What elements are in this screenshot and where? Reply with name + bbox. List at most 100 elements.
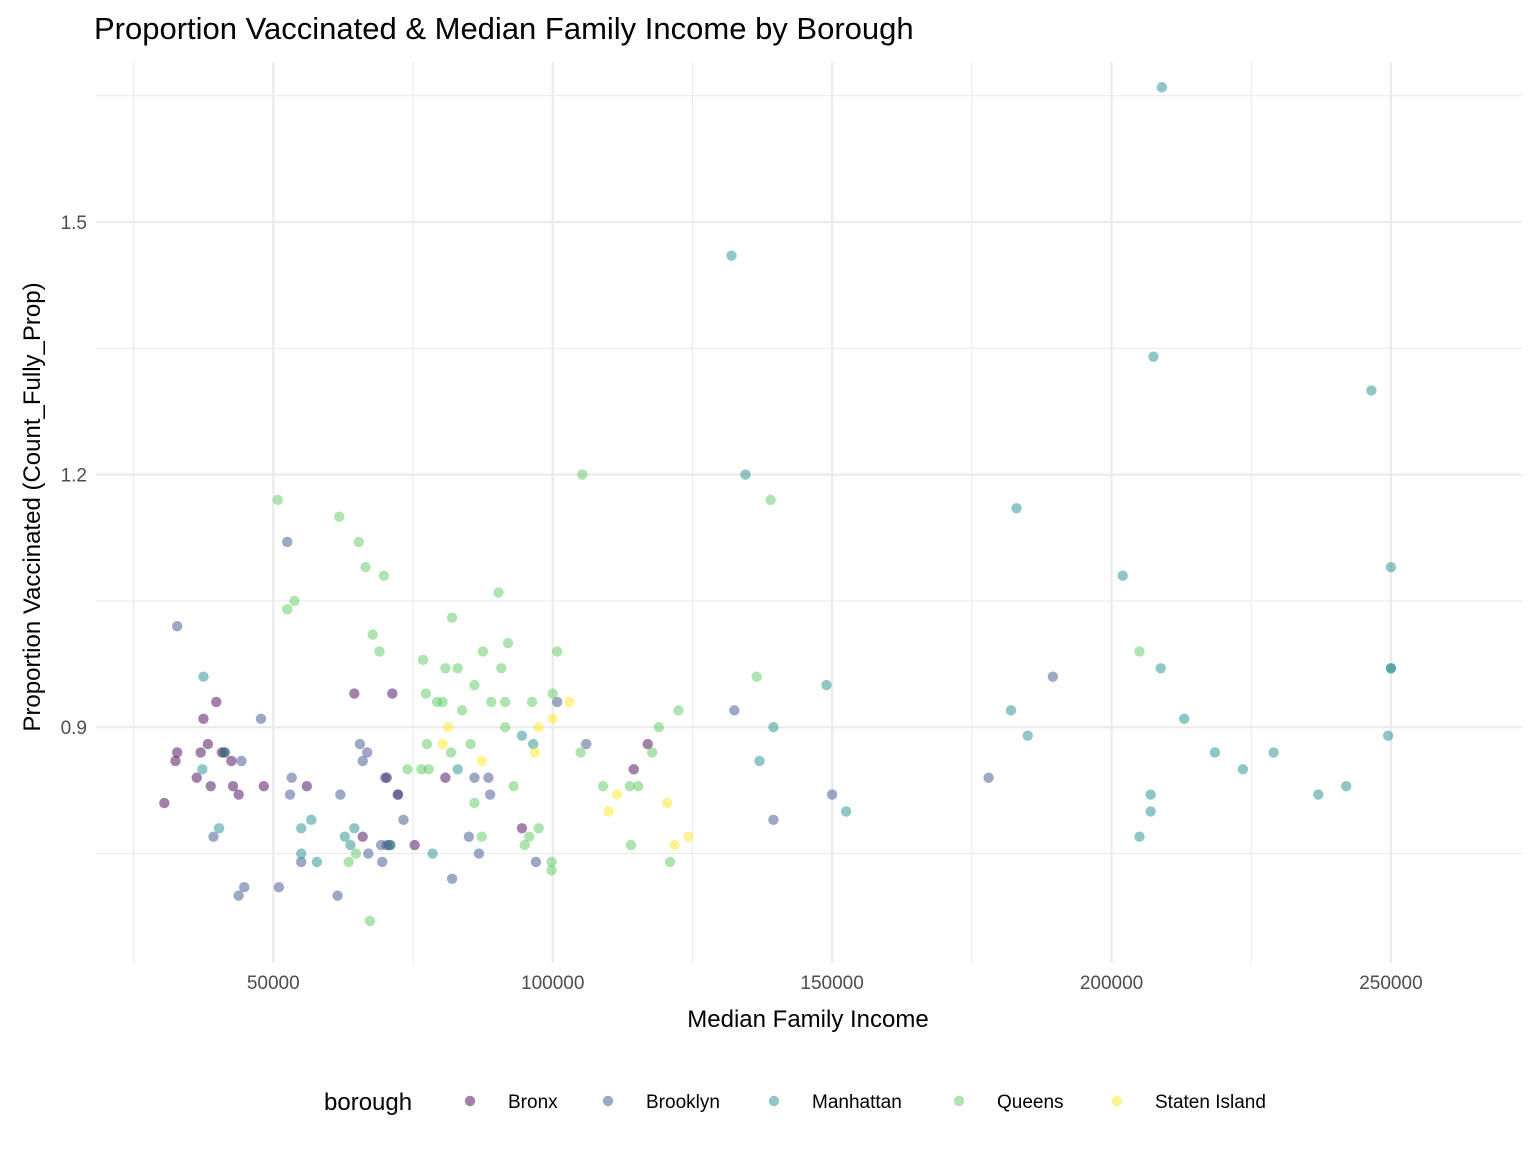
point-manhattan — [821, 679, 832, 691]
point-brooklyn — [354, 738, 366, 750]
y-axis-title: Proportion Vaccinated (Count_Fully_Prop) — [19, 282, 46, 731]
point-queens — [421, 738, 433, 750]
point-bronx — [202, 738, 214, 750]
point-brooklyn — [530, 856, 542, 868]
point-brooklyn — [171, 620, 183, 632]
legend-key-queens — [953, 1095, 965, 1107]
point-staten-island — [547, 713, 558, 725]
point-queens — [551, 646, 563, 657]
point-manhattan — [1022, 730, 1033, 741]
point-queens — [364, 915, 376, 927]
y-axis-tick-labels: 0.9 1.2 1.5 — [61, 213, 87, 739]
point-brooklyn — [768, 814, 779, 826]
point-queens — [493, 587, 504, 598]
point-brooklyn — [483, 772, 494, 783]
point-queens — [378, 570, 390, 581]
plot-grid — [96, 62, 1522, 963]
point-staten-island — [611, 789, 623, 800]
point-manhattan — [1134, 831, 1145, 842]
point-queens — [452, 663, 463, 674]
point-queens — [360, 562, 371, 573]
y-tick-label: 1.5 — [61, 213, 87, 234]
point-queens — [673, 705, 684, 716]
point-manhattan — [740, 469, 751, 480]
point-bronx — [195, 747, 206, 758]
point-queens — [546, 856, 557, 868]
legend-label-bronx: Bronx — [508, 1092, 558, 1113]
point-queens — [524, 831, 535, 842]
point-brooklyn — [551, 696, 563, 708]
point-queens — [496, 663, 507, 674]
point-queens — [272, 494, 283, 506]
point-queens — [765, 494, 776, 506]
point-brooklyn — [398, 814, 409, 826]
point-manhattan — [1341, 780, 1352, 792]
point-manhattan — [1313, 789, 1324, 800]
point-queens — [374, 646, 385, 657]
legend-key-staten-island — [1111, 1095, 1123, 1107]
point-manhattan — [1237, 764, 1249, 775]
point-queens — [1134, 646, 1145, 657]
point-queens — [624, 780, 636, 792]
point-queens — [646, 747, 658, 758]
point-queens — [420, 688, 432, 699]
point-brooklyn — [729, 705, 740, 716]
point-brooklyn — [255, 713, 267, 725]
point-brooklyn — [357, 755, 368, 767]
point-brooklyn — [332, 890, 343, 901]
point-manhattan — [213, 823, 225, 834]
point-bronx — [357, 831, 368, 842]
point-staten-island — [564, 696, 575, 708]
point-manhattan — [768, 722, 779, 733]
point-bronx — [409, 839, 420, 851]
chart-title: Proportion Vaccinated & Median Family In… — [94, 11, 914, 46]
point-manhattan — [339, 831, 351, 842]
point-bronx — [227, 780, 239, 792]
point-manhattan — [527, 738, 539, 750]
point-queens — [486, 696, 497, 708]
point-queens — [533, 823, 544, 834]
point-manhattan — [427, 848, 438, 859]
point-staten-island — [603, 806, 614, 817]
point-manhattan — [345, 839, 356, 851]
point-brooklyn — [236, 755, 247, 767]
point-queens — [547, 688, 558, 699]
point-queens — [500, 696, 511, 708]
point-brooklyn — [282, 536, 293, 548]
point-manhattan — [306, 814, 317, 826]
point-queens — [502, 637, 514, 649]
point-queens — [546, 865, 557, 876]
point-brooklyn — [239, 882, 250, 893]
point-queens — [437, 696, 448, 708]
point-staten-island — [669, 839, 680, 851]
point-manhattan — [1385, 562, 1397, 573]
x-tick-label: 200000 — [1080, 973, 1143, 994]
point-brooklyn — [392, 789, 404, 800]
point-queens — [664, 856, 676, 868]
point-queens — [597, 780, 609, 792]
point-manhattan — [1385, 663, 1397, 674]
point-brooklyn — [379, 772, 391, 783]
legend-label-brooklyn: Brooklyn — [646, 1092, 720, 1113]
point-queens — [423, 764, 434, 775]
point-bronx — [516, 823, 528, 834]
point-manhattan — [1366, 385, 1377, 396]
point-manhattan — [1117, 570, 1128, 581]
point-brooklyn — [296, 856, 307, 868]
point-bronx — [387, 688, 398, 699]
x-tick-label: 250000 — [1359, 973, 1422, 994]
legend-key-manhattan — [768, 1095, 780, 1107]
point-brooklyn — [363, 848, 374, 859]
point-queens — [416, 764, 427, 775]
point-brooklyn — [983, 772, 994, 783]
point-brooklyn — [473, 848, 485, 859]
point-manhattan — [1148, 351, 1159, 362]
point-manhattan — [1011, 503, 1022, 514]
x-axis-title: Median Family Income — [687, 1006, 928, 1033]
point-bronx — [171, 747, 183, 758]
point-manhattan — [1268, 747, 1279, 758]
point-brooklyn — [446, 873, 458, 884]
point-brooklyn — [286, 772, 297, 783]
point-manhattan — [1382, 730, 1394, 741]
point-staten-island — [437, 738, 448, 750]
